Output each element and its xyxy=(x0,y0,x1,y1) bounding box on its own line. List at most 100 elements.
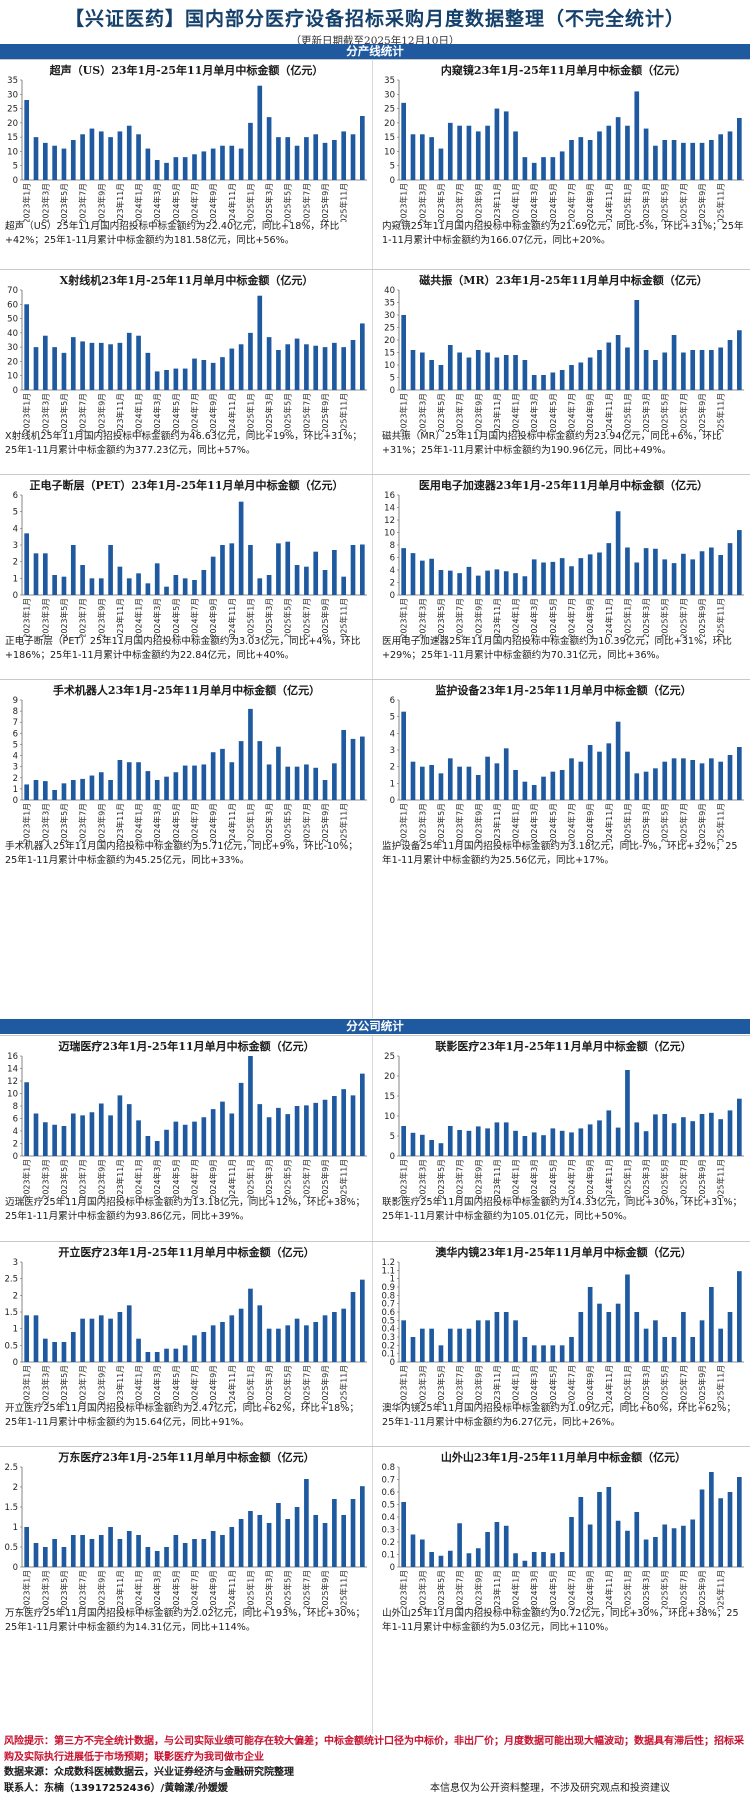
x-tick-label: 2024年9月 xyxy=(208,598,218,637)
x-tick-label: 2024年3月 xyxy=(529,803,539,842)
bar xyxy=(578,1497,584,1567)
bar xyxy=(192,358,197,390)
bar xyxy=(559,370,565,390)
bar xyxy=(578,362,584,390)
x-tick-label: 2023年3月 xyxy=(40,803,50,842)
bar xyxy=(634,1122,640,1156)
bar xyxy=(173,1535,179,1567)
x-tick-label: 2024年11月 xyxy=(604,1159,614,1198)
bar xyxy=(61,1342,67,1362)
bar xyxy=(248,708,253,800)
x-tick-label: 2025年3月 xyxy=(264,1570,274,1609)
x-tick-label: 2024年11月 xyxy=(227,803,237,842)
bar xyxy=(42,1122,48,1156)
bar xyxy=(313,1322,319,1362)
bar xyxy=(341,730,347,800)
x-tick-label: 2024年5月 xyxy=(171,1570,181,1609)
bar xyxy=(192,1539,197,1567)
x-tick-label: 2023年11月 xyxy=(115,803,125,842)
section-product-bar: 分产线统计 xyxy=(0,44,750,59)
x-tick-label: 2025年5月 xyxy=(283,803,293,842)
x-tick-label: 2025年5月 xyxy=(283,393,293,432)
y-tick-label: 12 xyxy=(7,1077,18,1087)
bar xyxy=(294,338,300,390)
y-tick-label: 2 xyxy=(13,1291,18,1301)
x-tick-label: 2023年1月 xyxy=(22,1570,32,1609)
bar xyxy=(727,755,733,800)
bar xyxy=(210,148,216,180)
x-tick-label: 2023年3月 xyxy=(40,393,50,432)
bar xyxy=(360,1486,365,1567)
y-tick-label: 1 xyxy=(13,1523,18,1533)
chart-panel: 正电子断层（PET）23年1月-25年11月单月中标金额（亿元） 0 1 2 3 4 5 6 2… xyxy=(0,475,373,680)
bar xyxy=(360,544,365,595)
x-tick-label: 2023年9月 xyxy=(473,393,483,432)
bar xyxy=(24,1527,29,1567)
y-tick-label: 5 xyxy=(13,162,18,172)
x-tick-label: 2023年11月 xyxy=(115,183,125,222)
x-tick-label: 2024年9月 xyxy=(585,803,595,842)
x-tick-label: 2023年5月 xyxy=(436,393,446,432)
bar xyxy=(341,1308,347,1362)
bar xyxy=(494,569,500,595)
x-tick-label: 2024年7月 xyxy=(190,803,200,842)
x-tick-label: 2023年11月 xyxy=(115,393,125,432)
bar xyxy=(587,1287,593,1362)
bar xyxy=(192,580,197,595)
x-tick-label: 2023年9月 xyxy=(96,183,106,222)
x-tick-label: 2024年3月 xyxy=(529,1159,539,1198)
bar xyxy=(332,763,337,800)
x-tick-label: 2025年9月 xyxy=(697,1159,707,1198)
bar xyxy=(401,1502,406,1567)
bar xyxy=(238,1082,244,1156)
x-tick-label: 2023年1月 xyxy=(22,1159,32,1198)
bar xyxy=(145,352,151,390)
x-tick-label: 2024年1月 xyxy=(134,803,144,842)
x-tick-label: 2025年11月 xyxy=(716,598,726,637)
bar xyxy=(447,758,453,800)
bar xyxy=(154,1141,160,1156)
x-tick-label: 2024年7月 xyxy=(190,1365,200,1404)
bar xyxy=(276,1107,281,1156)
x-tick-label: 2024年5月 xyxy=(171,393,181,432)
chart-title: 超声（US）23年1月-25年11月单月中标金额（亿元） xyxy=(49,64,324,77)
bar xyxy=(559,1130,565,1156)
chart-caption: 山外山25年11月国内招投标中标金额约为0.72亿元，同比+30%，环比+38%… xyxy=(382,1608,739,1633)
x-tick-label: 2024年7月 xyxy=(567,1159,577,1198)
x-tick-label: 2024年1月 xyxy=(511,1365,521,1404)
x-tick-label: 2025年3月 xyxy=(641,1159,651,1198)
x-tick-label: 2023年11月 xyxy=(492,803,502,842)
bar xyxy=(447,345,453,390)
bar xyxy=(550,561,556,595)
bar xyxy=(304,1479,309,1567)
x-tick-label: 2023年7月 xyxy=(78,393,88,432)
bar xyxy=(24,1082,29,1156)
x-tick-label: 2023年3月 xyxy=(417,803,427,842)
bar xyxy=(569,1337,574,1362)
y-tick-label: 2 xyxy=(390,579,395,589)
bar xyxy=(182,765,188,800)
chart-caption: 内窥镜25年11月国内招投标中标金额约为21.69亿元，同比-5%，环比+31%… xyxy=(382,221,744,246)
bar xyxy=(457,1523,462,1567)
bar xyxy=(709,1112,714,1156)
bar xyxy=(294,1318,300,1362)
bar xyxy=(313,1515,319,1567)
row-divider xyxy=(0,474,750,475)
y-tick-label: 0 xyxy=(13,1152,18,1162)
chart-panel: 监护设备23年1月-25年11月单月中标金额（亿元） 0 1 2 3 4 5 6 2023年1月… xyxy=(377,680,750,1018)
y-tick-label: 0 xyxy=(13,796,18,806)
y-tick-label: 0.4 xyxy=(381,1325,395,1335)
bar xyxy=(126,762,132,800)
x-tick-label: 2024年3月 xyxy=(529,1570,539,1609)
x-tick-label: 2024年1月 xyxy=(134,1570,144,1609)
bar xyxy=(429,765,434,800)
y-tick-label: 35 xyxy=(384,299,395,309)
bar xyxy=(727,543,733,595)
y-tick-label: 2 xyxy=(390,763,395,773)
bar xyxy=(681,553,686,595)
bar xyxy=(24,533,29,595)
bar xyxy=(266,337,272,390)
chart-title: 磁共振（MR）23年1月-25年11月单月中标金额（亿元） xyxy=(419,274,708,287)
y-tick-label: 8 xyxy=(390,541,395,551)
y-tick-label: 8 xyxy=(13,1102,18,1112)
